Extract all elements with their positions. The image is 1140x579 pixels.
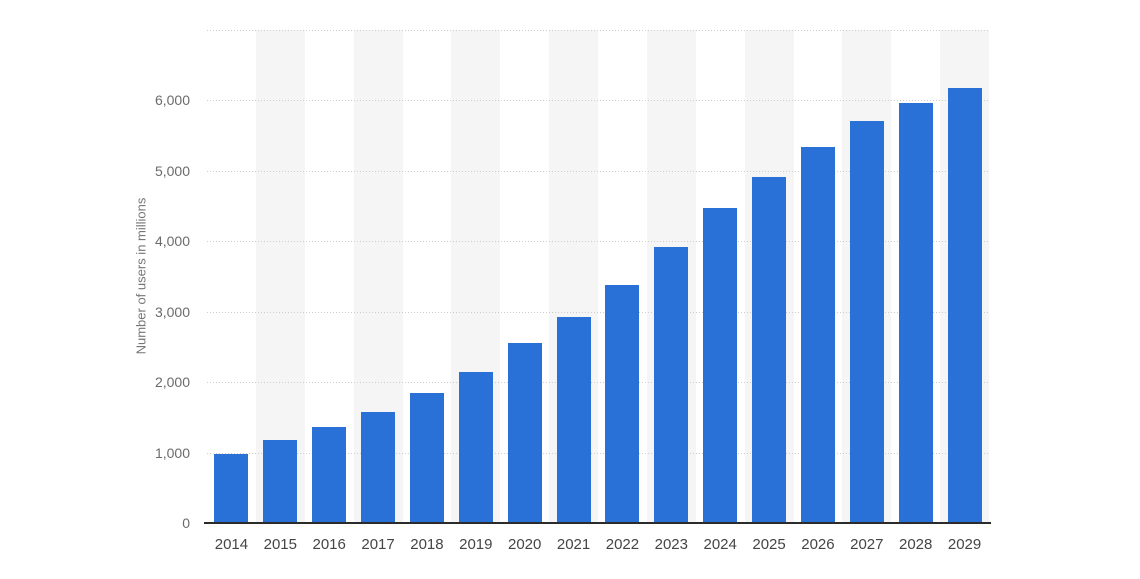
y-tick-label-1000: 1,000 xyxy=(154,444,190,461)
bar-2015[interactable] xyxy=(263,439,298,523)
x-tick-label-2025: 2025 xyxy=(752,536,786,553)
y-tick-label-4000: 4,000 xyxy=(154,233,190,250)
gridline-1000 xyxy=(207,452,989,454)
bar-2017[interactable] xyxy=(361,411,396,523)
x-tick-label-2016: 2016 xyxy=(312,536,346,553)
bar-2018[interactable] xyxy=(409,393,444,523)
plot-area xyxy=(204,30,991,524)
bar-2014[interactable] xyxy=(214,453,249,523)
x-tick-label-2024: 2024 xyxy=(703,536,737,553)
bar-2025[interactable] xyxy=(752,177,787,523)
bar-2019[interactable] xyxy=(458,371,493,523)
x-tick-label-2028: 2028 xyxy=(899,536,933,553)
gridline-3000 xyxy=(207,311,989,313)
x-tick-label-2021: 2021 xyxy=(556,536,591,553)
x-tick-label-2029: 2029 xyxy=(947,536,982,553)
bar-2026[interactable] xyxy=(800,146,835,523)
y-tick-label-5000: 5,000 xyxy=(154,162,190,179)
x-tick-label-2027: 2027 xyxy=(850,536,884,553)
x-tick-label-2017: 2017 xyxy=(361,536,395,553)
bar-2020[interactable] xyxy=(507,342,542,523)
gridline-4000 xyxy=(207,241,989,243)
x-tick-label-2019: 2019 xyxy=(459,536,493,553)
x-tick-label-2018: 2018 xyxy=(410,536,444,553)
y-tick-label-3000: 3,000 xyxy=(154,303,190,320)
bar-2021[interactable] xyxy=(556,316,591,523)
bar-2029[interactable] xyxy=(947,88,982,523)
x-tick-label-2014: 2014 xyxy=(214,536,249,553)
bar-2022[interactable] xyxy=(605,284,640,523)
x-tick-label-2015: 2015 xyxy=(263,536,297,553)
x-tick-label-2026: 2026 xyxy=(801,536,835,553)
y-tick-label-2000: 2,000 xyxy=(154,374,190,391)
x-tick-label-2022: 2022 xyxy=(605,536,640,553)
gridline-6000 xyxy=(207,100,989,102)
gridline-7000 xyxy=(207,30,989,31)
x-tick-label-2023: 2023 xyxy=(654,536,688,553)
bar-2023[interactable] xyxy=(654,246,689,523)
bar-2024[interactable] xyxy=(703,208,738,523)
gridline-2000 xyxy=(207,382,989,384)
bar-2027[interactable] xyxy=(849,120,884,523)
bar-2016[interactable] xyxy=(312,426,347,523)
gridline-5000 xyxy=(207,170,989,172)
y-tick-label-0: 0 xyxy=(182,515,190,531)
y-axis-title: Number of users in millions xyxy=(133,197,149,355)
y-tick-label-6000: 6,000 xyxy=(154,92,190,109)
x-tick-label-2020: 2020 xyxy=(508,536,542,553)
x-axis-line xyxy=(204,522,991,524)
bar-2028[interactable] xyxy=(898,102,933,523)
